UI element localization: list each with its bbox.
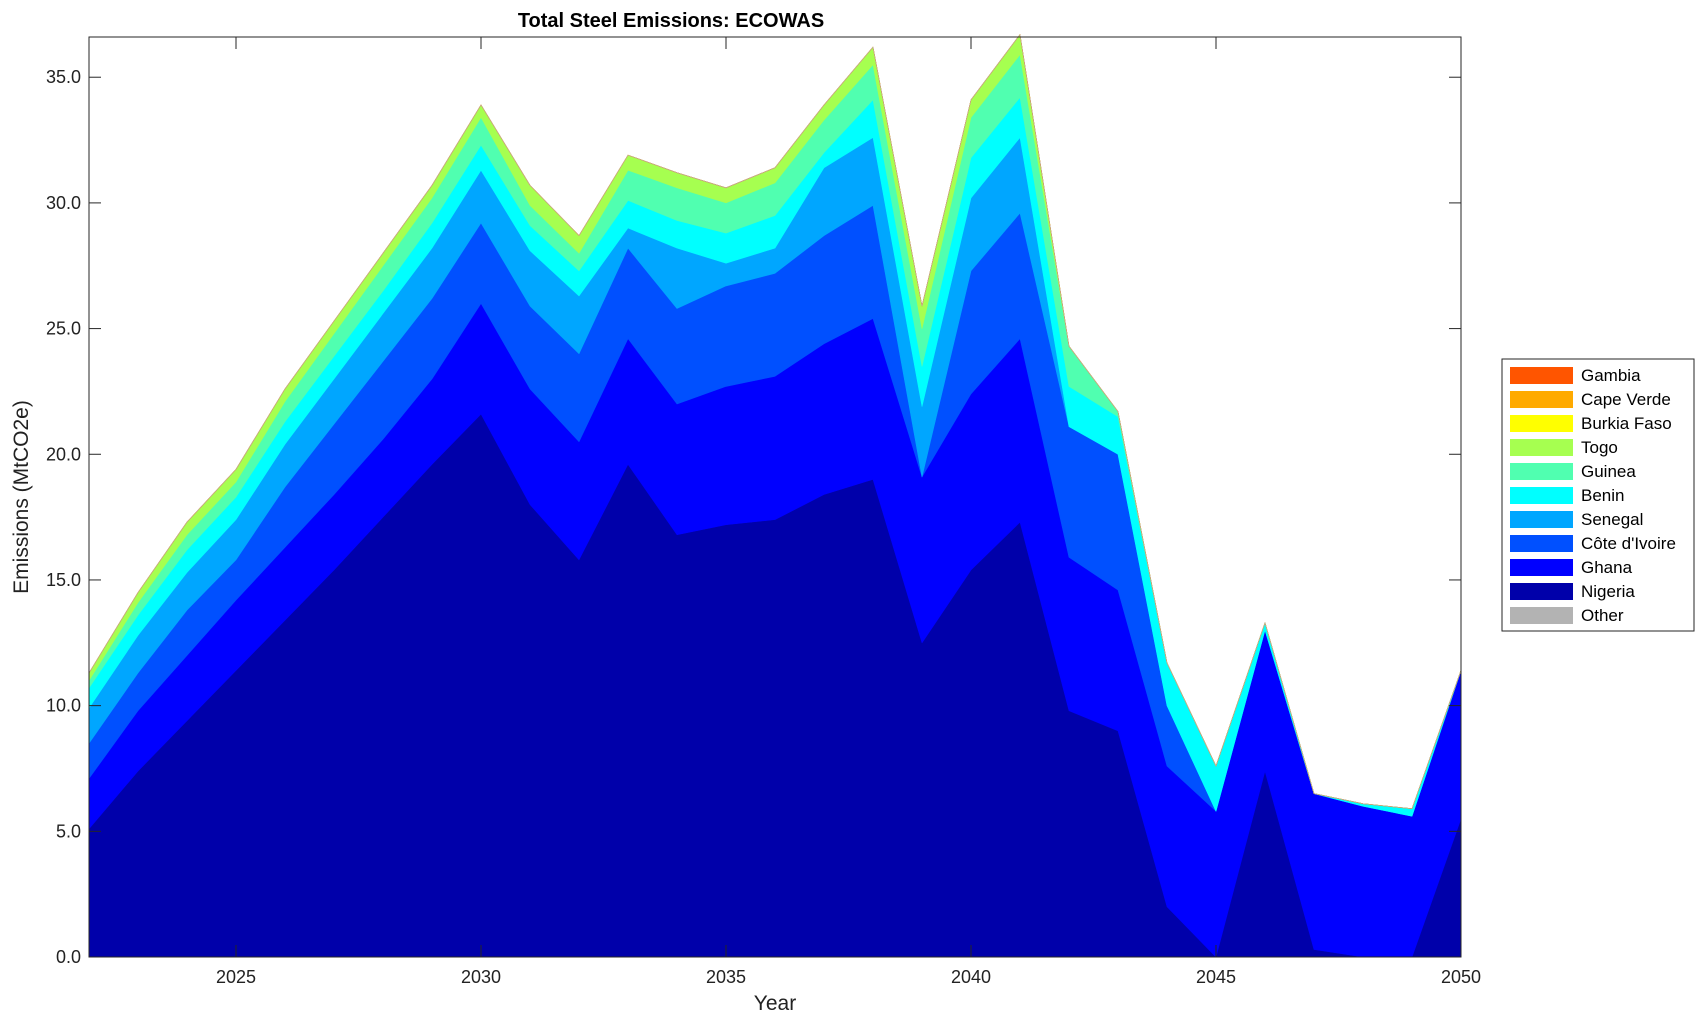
legend-label-other: Other — [1581, 606, 1624, 625]
legend-swatch-ghana — [1510, 559, 1573, 576]
y-tick-label: 30.0 — [46, 193, 81, 213]
x-axis-label: Year — [754, 992, 796, 1015]
legend-label-senegal: Senegal — [1581, 510, 1643, 529]
legend-label-ghana: Ghana — [1581, 558, 1633, 577]
x-tick-label: 2050 — [1441, 967, 1481, 987]
legend-label-nigeria: Nigeria — [1581, 582, 1635, 601]
plot-frame — [88, 36, 1462, 958]
legend-swatch-benin — [1510, 487, 1573, 504]
legend-label-cape-verde: Cape Verde — [1581, 390, 1671, 409]
legend-swatch-cape-verde — [1510, 391, 1573, 408]
y-tick-label: 10.0 — [46, 696, 81, 716]
legend-label-togo: Togo — [1581, 438, 1618, 457]
legend-swatch-other — [1510, 607, 1573, 624]
legend: Gambia Cape Verde Burkia Faso Togo Guinea Ben… — [1501, 358, 1695, 632]
legend-label-cote-d-ivoire: Côte d'Ivoire — [1581, 534, 1676, 553]
axis-ticks: 2025 2030 2035 2040 2045 2050 0.0 5.0 10.0 15.0 20… — [46, 37, 1481, 987]
legend-swatch-nigeria — [1510, 583, 1573, 600]
legend-swatch-senegal — [1510, 511, 1573, 528]
y-tick-label: 25.0 — [46, 319, 81, 339]
legend-label-gambia: Gambia — [1581, 366, 1641, 385]
y-tick-label: 20.0 — [46, 444, 81, 464]
legend-swatch-burkia-faso — [1510, 415, 1573, 432]
legend-label-benin: Benin — [1581, 486, 1624, 505]
area-series-group — [88, 34, 1462, 958]
y-tick-label: 0.0 — [56, 947, 81, 967]
legend-swatch-cote-d-ivoire — [1510, 535, 1573, 552]
legend-label-burkia-faso: Burkia Faso — [1581, 414, 1672, 433]
legend-swatch-gambia — [1510, 367, 1573, 384]
x-tick-label: 2040 — [951, 967, 991, 987]
legend-swatch-togo — [1510, 439, 1573, 456]
y-tick-label: 35.0 — [46, 67, 81, 87]
legend-swatch-guinea — [1510, 463, 1573, 480]
x-tick-label: 2030 — [461, 967, 501, 987]
y-tick-label: 5.0 — [56, 821, 81, 841]
legend-label-guinea: Guinea — [1581, 462, 1636, 481]
x-tick-label: 2025 — [216, 967, 256, 987]
y-axis-label: Emissions (MtCO2e) — [10, 400, 33, 594]
x-tick-label: 2035 — [706, 967, 746, 987]
x-tick-label: 2045 — [1196, 967, 1236, 987]
y-tick-label: 15.0 — [46, 570, 81, 590]
chart-title: Total Steel Emissions: ECOWAS — [518, 10, 824, 32]
